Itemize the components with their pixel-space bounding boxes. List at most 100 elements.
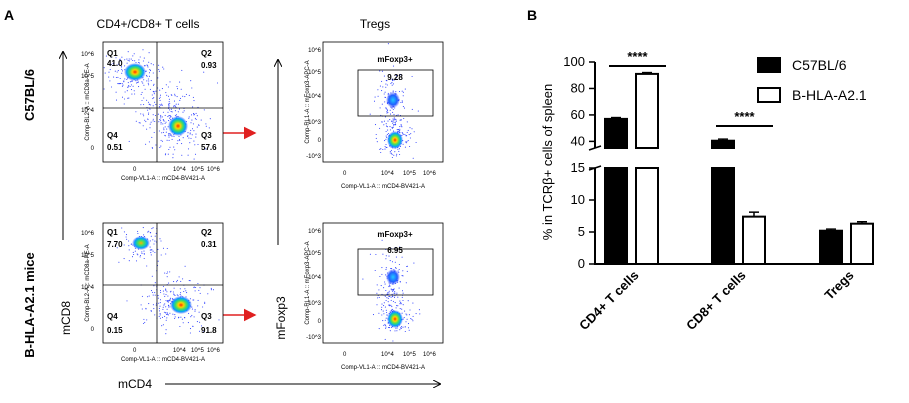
- event-dot: [395, 307, 397, 309]
- event-dot: [162, 285, 165, 288]
- event-dot: [166, 128, 168, 130]
- event-dot: [160, 122, 162, 124]
- bar-bhla-1: [742, 215, 766, 265]
- event-dot: [392, 340, 394, 342]
- event-dot: [164, 126, 166, 128]
- event-dot: [126, 78, 128, 81]
- legend-swatch: [757, 57, 781, 73]
- event-dot: [392, 108, 394, 111]
- density-foxp3-pos: [386, 92, 400, 108]
- event-dot: [391, 127, 393, 129]
- x-tick-1: 10^4: [173, 348, 186, 354]
- event-dot: [169, 312, 171, 314]
- event-dot: [193, 113, 195, 115]
- event-dot: [151, 94, 153, 96]
- event-dot: [149, 127, 151, 129]
- event-dot: [398, 90, 401, 93]
- event-dot: [393, 288, 395, 290]
- event-dot: [161, 316, 164, 318]
- event-dot: [147, 109, 149, 111]
- event-dot: [177, 111, 179, 113]
- event-dot: [148, 61, 150, 63]
- event-dot: [190, 80, 192, 82]
- event-dot: [385, 108, 387, 110]
- event-dot: [189, 132, 191, 134]
- event-dot: [377, 95, 379, 97]
- event-dot: [399, 308, 401, 310]
- event-dot: [393, 79, 395, 81]
- event-dot: [200, 325, 203, 327]
- event-dot: [119, 77, 121, 80]
- event-dot: [135, 120, 137, 122]
- event-dot: [137, 81, 139, 83]
- event-dot: [178, 108, 181, 110]
- event-dot: [139, 56, 141, 58]
- event-dot: [119, 58, 121, 60]
- event-dot: [174, 149, 176, 151]
- event-dot: [385, 289, 387, 292]
- significance-label: ****: [627, 49, 648, 64]
- event-dot: [397, 305, 399, 307]
- event-dot: [179, 99, 181, 101]
- event-dot: [152, 105, 154, 107]
- event-dot: [381, 306, 383, 308]
- event-dot: [110, 64, 112, 66]
- x-tick-1: 10^4: [173, 167, 186, 173]
- event-dot: [166, 272, 168, 275]
- event-dot: [184, 288, 186, 290]
- event-dot: [196, 126, 198, 128]
- event-dot: [195, 286, 197, 289]
- event-dot: [157, 77, 159, 79]
- event-dot: [409, 137, 411, 139]
- event-dot: [146, 128, 148, 130]
- event-dot: [209, 118, 211, 120]
- panel-a-letter: A: [4, 7, 14, 23]
- event-dot: [168, 306, 170, 308]
- y-tick-2: 10^4: [308, 275, 321, 281]
- event-dot: [380, 151, 382, 154]
- event-dot: [184, 317, 186, 319]
- event-dot: [392, 308, 394, 310]
- event-dot: [394, 121, 396, 123]
- event-dot: [418, 309, 420, 311]
- event-dot: [138, 122, 140, 124]
- event-dot: [136, 253, 138, 255]
- event-dot: [128, 240, 130, 242]
- event-dot: [154, 282, 156, 284]
- event-dot: [187, 148, 190, 150]
- event-dot: [158, 130, 160, 132]
- y-tick-5: -10^3: [306, 154, 321, 160]
- event-dot: [131, 256, 134, 258]
- event-dot: [394, 267, 397, 269]
- event-dot: [167, 295, 169, 297]
- event-dot: [120, 60, 122, 62]
- event-dot: [393, 124, 395, 126]
- bar-c57bl6-0: [604, 117, 628, 150]
- event-dot: [161, 132, 163, 134]
- event-dot: [398, 150, 400, 152]
- event-dot: [404, 88, 406, 90]
- event-dot: [387, 326, 390, 329]
- event-dot: [160, 291, 162, 293]
- event-dot: [390, 152, 393, 154]
- x-tick-2: 10^5: [403, 171, 416, 177]
- event-dot: [126, 238, 128, 240]
- event-dot: [208, 127, 210, 129]
- event-dot: [137, 254, 139, 256]
- event-dot: [142, 227, 144, 229]
- event-dot: [195, 118, 197, 121]
- event-dot: [412, 315, 414, 317]
- event-dot: [191, 128, 194, 130]
- event-dot: [145, 74, 147, 76]
- event-dot: [393, 154, 395, 156]
- event-dot: [162, 247, 165, 249]
- event-dot: [130, 243, 132, 245]
- event-dot: [176, 96, 178, 98]
- event-dot: [383, 120, 385, 122]
- event-dot: [176, 143, 178, 145]
- event-dot: [128, 245, 130, 247]
- event-dot: [157, 260, 159, 262]
- event-dot: [176, 85, 178, 88]
- event-dot: [391, 306, 393, 308]
- event-dot: [389, 330, 391, 332]
